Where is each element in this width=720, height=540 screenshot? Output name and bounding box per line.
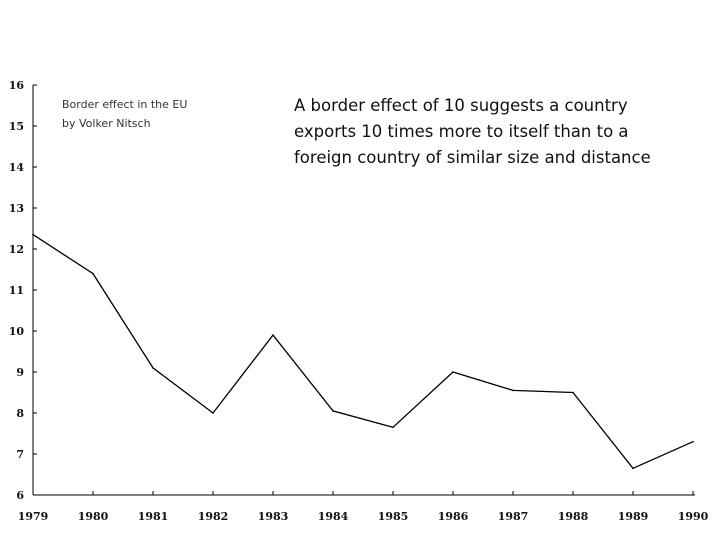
x-tick-label: 1983 (258, 510, 289, 523)
x-tick-label: 1987 (498, 510, 529, 523)
data-point (572, 391, 574, 394)
y-tick-label: 10 (9, 325, 25, 338)
data-point (392, 426, 394, 429)
x-tick-label: 1984 (318, 510, 349, 523)
x-tick-label: 1980 (78, 510, 109, 523)
data-point (512, 389, 514, 392)
data-point (632, 467, 634, 470)
chart-title: Border effect in the EU (62, 98, 187, 111)
y-tick-label: 6 (16, 489, 24, 502)
y-tick-label: 13 (9, 202, 24, 215)
series-group (32, 233, 694, 470)
annotation-line-1: A border effect of 10 suggests a country (294, 96, 628, 115)
data-point (32, 233, 34, 236)
data-point (272, 334, 274, 336)
x-tick-label: 1989 (618, 510, 649, 523)
x-axis-ticks: 1979 1980 1981 1982 1983 1984 1985 1986 1987 1988… (18, 491, 709, 523)
annotation-line-2: exports 10 times more to itself than to … (294, 122, 629, 141)
x-tick-label: 1979 (18, 510, 49, 523)
x-tick-label: 1988 (558, 510, 589, 523)
data-point (92, 272, 94, 275)
x-tick-label: 1990 (678, 510, 709, 523)
data-point (212, 412, 214, 414)
annotation-line-3: foreign country of similar size and dist… (294, 148, 651, 167)
y-tick-label: 14 (9, 161, 25, 174)
x-tick-label: 1982 (198, 510, 229, 523)
series-line (32, 234, 694, 470)
y-tick-label: 8 (16, 407, 24, 420)
x-tick-label: 1985 (378, 510, 409, 523)
axes (32, 85, 695, 496)
chart-subtitle: by Volker Nitsch (62, 117, 151, 130)
data-point (692, 440, 694, 443)
data-point (332, 410, 334, 412)
y-axis-ticks: 6 7 8 9 10 11 12 13 14 15 16 (9, 79, 37, 502)
x-tick-label: 1986 (438, 510, 469, 523)
data-point (152, 367, 154, 369)
y-tick-label: 12 (9, 243, 24, 256)
data-point (452, 371, 454, 373)
y-tick-label: 16 (9, 79, 25, 92)
y-tick-label: 7 (16, 448, 24, 461)
y-tick-label: 15 (9, 120, 24, 133)
y-tick-label: 11 (9, 284, 24, 297)
y-tick-label: 9 (16, 366, 24, 379)
x-tick-label: 1981 (138, 510, 169, 523)
